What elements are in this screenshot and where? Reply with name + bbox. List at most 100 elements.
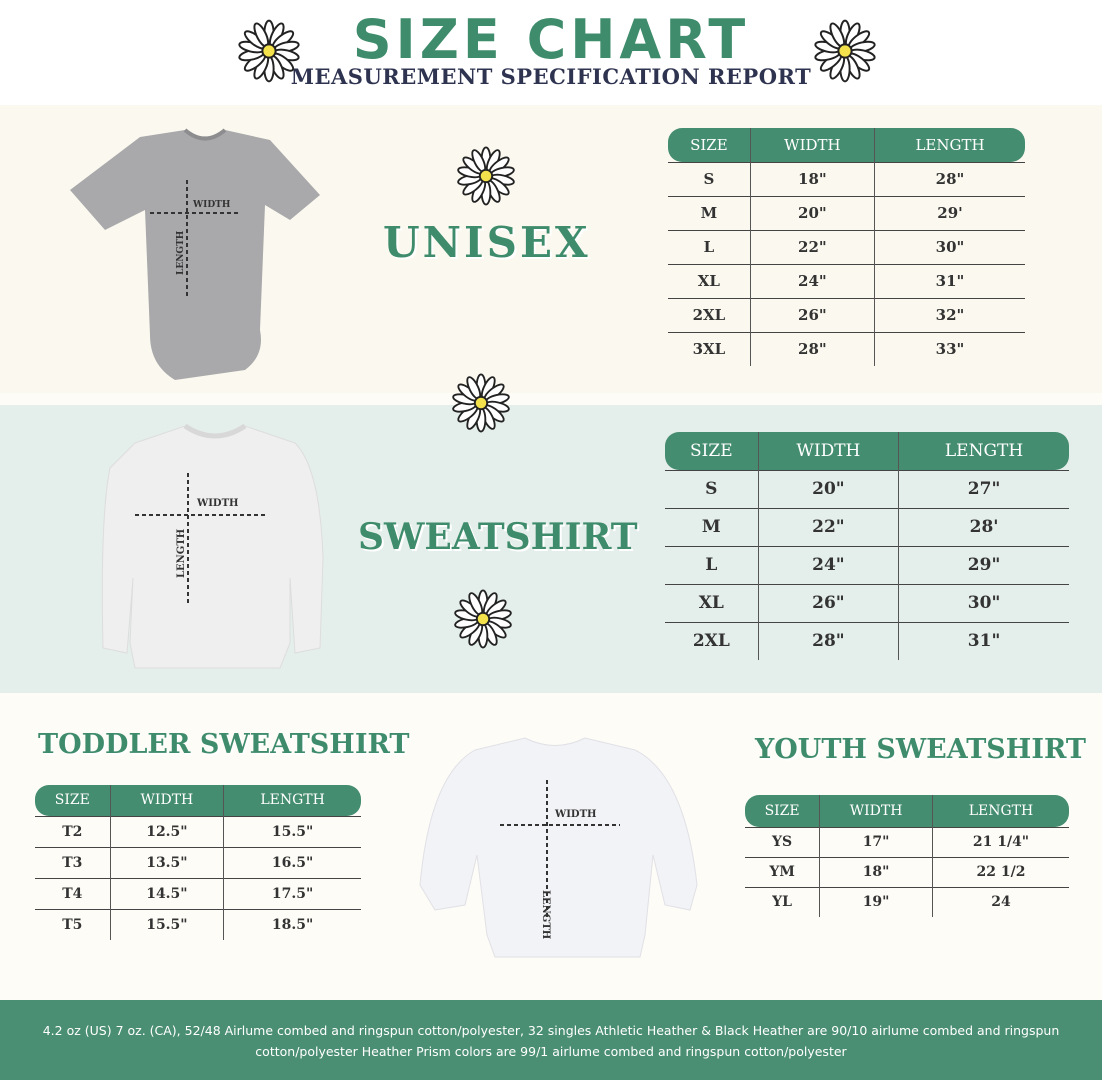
daisy-icon bbox=[812, 18, 878, 84]
table-row: XL 24" 31" bbox=[668, 263, 1025, 298]
table-row: T5 15.5" 18.5" bbox=[35, 908, 361, 940]
tshirt-diagram: WIDTH LENGTH bbox=[70, 128, 320, 380]
table-row: L 22" 30" bbox=[668, 229, 1025, 264]
table-cell-width: 17" bbox=[819, 826, 933, 857]
table-cell-width: 18" bbox=[819, 856, 933, 887]
table-cell-width: 20" bbox=[757, 469, 899, 508]
table-row: XL 26" 30" bbox=[665, 583, 1069, 622]
table-cell-size: YM bbox=[745, 856, 820, 887]
column-header-size: SIZE bbox=[668, 128, 751, 162]
table-cell-length: 29' bbox=[874, 195, 1025, 230]
daisy-icon bbox=[455, 145, 517, 207]
table-cell-size: T5 bbox=[35, 908, 111, 940]
table-row: 2XL 28" 31" bbox=[665, 621, 1069, 660]
column-header-size: SIZE bbox=[665, 432, 759, 470]
column-header-length: LENGTH bbox=[874, 128, 1025, 162]
table-row: T3 13.5" 16.5" bbox=[35, 846, 361, 878]
table-cell-size: T2 bbox=[35, 815, 111, 847]
table-header-row: SIZE WIDTH LENGTH bbox=[668, 128, 1025, 162]
table-row: YL 19" 24 bbox=[745, 886, 1069, 917]
toddler-title: TODDLER SWEATSHIRT bbox=[38, 729, 410, 760]
column-header-size: SIZE bbox=[35, 785, 111, 816]
table-cell-size: S bbox=[668, 161, 751, 196]
table-cell-size: XL bbox=[665, 583, 759, 622]
table-row: T2 12.5" 15.5" bbox=[35, 815, 361, 847]
table-header-row: SIZE WIDTH LENGTH bbox=[35, 785, 361, 816]
table-cell-width: 12.5" bbox=[109, 815, 224, 847]
sweatshirt-title: SWEATSHIRT bbox=[358, 516, 638, 558]
table-cell-size: M bbox=[665, 507, 759, 546]
table-cell-width: 18" bbox=[749, 161, 875, 196]
toddler-table: SIZE WIDTH LENGTH T2 12.5" 15.5" T3 13.5" 16.5" T… bbox=[35, 785, 361, 940]
table-cell-width: 24" bbox=[757, 545, 899, 584]
column-header-width: WIDTH bbox=[109, 785, 224, 816]
table-row: M 20" 29' bbox=[668, 195, 1025, 230]
table-cell-size: 2XL bbox=[665, 621, 759, 660]
table-cell-width: 24" bbox=[749, 263, 875, 298]
column-header-width: WIDTH bbox=[749, 128, 875, 162]
youth-table: SIZE WIDTH LENGTH YS 17" 21 1/4" YM 18" 22 1/2 YL… bbox=[745, 795, 1069, 917]
length-label: LENGTH bbox=[540, 890, 551, 939]
unisex-title: UNISEX bbox=[383, 218, 591, 267]
table-cell-length: 17.5" bbox=[223, 877, 361, 909]
table-cell-width: 14.5" bbox=[109, 877, 224, 909]
column-header-length: LENGTH bbox=[931, 795, 1069, 827]
length-label: LENGTH bbox=[176, 529, 187, 578]
table-cell-size: YL bbox=[745, 886, 820, 917]
table-cell-length: 21 1/4" bbox=[931, 826, 1069, 857]
table-cell-length: 32" bbox=[874, 297, 1025, 332]
width-label: WIDTH bbox=[196, 498, 238, 509]
table-row: T4 14.5" 17.5" bbox=[35, 877, 361, 909]
table-row: 3XL 28" 33" bbox=[668, 331, 1025, 366]
width-label: WIDTH bbox=[192, 200, 231, 210]
table-cell-length: 28" bbox=[874, 161, 1025, 196]
page-subtitle: MEASUREMENT SPECIFICATION REPORT bbox=[290, 64, 812, 89]
table-cell-length: 18.5" bbox=[223, 908, 361, 940]
table-row: YM 18" 22 1/2 bbox=[745, 856, 1069, 887]
column-header-width: WIDTH bbox=[757, 432, 899, 470]
table-cell-length: 16.5" bbox=[223, 846, 361, 878]
table-row: YS 17" 21 1/4" bbox=[745, 826, 1069, 857]
table-cell-size: XL bbox=[668, 263, 751, 298]
table-cell-size: 2XL bbox=[668, 297, 751, 332]
table-cell-size: L bbox=[668, 229, 751, 264]
youth-title: YOUTH SWEATSHIRT bbox=[755, 734, 1087, 765]
table-cell-width: 13.5" bbox=[109, 846, 224, 878]
table-cell-size: 3XL bbox=[668, 331, 751, 366]
table-cell-length: 27" bbox=[898, 469, 1069, 508]
column-header-length: LENGTH bbox=[898, 432, 1069, 470]
column-header-width: WIDTH bbox=[819, 795, 933, 827]
table-cell-length: 33" bbox=[874, 331, 1025, 366]
column-header-length: LENGTH bbox=[223, 785, 361, 816]
page-title: SIZE CHART bbox=[352, 8, 750, 71]
table-cell-width: 28" bbox=[749, 331, 875, 366]
table-cell-length: 24 bbox=[931, 886, 1069, 917]
table-cell-size: T4 bbox=[35, 877, 111, 909]
unisex-table: SIZE WIDTH LENGTH S 18" 28" M 20" 29' L 22" 30" XL 24… bbox=[668, 128, 1025, 366]
sweatshirt-table: SIZE WIDTH LENGTH S 20" 27" M 22" 28' L 24" 29" XL 26… bbox=[665, 432, 1069, 660]
table-cell-length: 28' bbox=[898, 507, 1069, 546]
table-row: M 22" 28' bbox=[665, 507, 1069, 546]
table-row: S 20" 27" bbox=[665, 469, 1069, 508]
table-header-row: SIZE WIDTH LENGTH bbox=[665, 432, 1069, 470]
table-cell-length: 30" bbox=[874, 229, 1025, 264]
header-section bbox=[0, 0, 1102, 105]
table-cell-width: 15.5" bbox=[109, 908, 224, 940]
table-row: L 24" 29" bbox=[665, 545, 1069, 584]
table-cell-length: 31" bbox=[874, 263, 1025, 298]
daisy-icon bbox=[236, 18, 302, 84]
width-label: WIDTH bbox=[554, 809, 596, 820]
table-cell-size: T3 bbox=[35, 846, 111, 878]
table-cell-length: 30" bbox=[898, 583, 1069, 622]
daisy-icon bbox=[452, 588, 514, 650]
table-cell-length: 31" bbox=[898, 621, 1069, 660]
table-cell-width: 26" bbox=[757, 583, 899, 622]
table-cell-length: 29" bbox=[898, 545, 1069, 584]
table-cell-width: 26" bbox=[749, 297, 875, 332]
length-label: LENGTH bbox=[176, 230, 186, 275]
table-cell-size: S bbox=[665, 469, 759, 508]
kids-sweatshirt-diagram: WIDTH LENGTH bbox=[419, 737, 698, 958]
table-cell-length: 15.5" bbox=[223, 815, 361, 847]
table-cell-width: 20" bbox=[749, 195, 875, 230]
column-header-size: SIZE bbox=[745, 795, 820, 827]
